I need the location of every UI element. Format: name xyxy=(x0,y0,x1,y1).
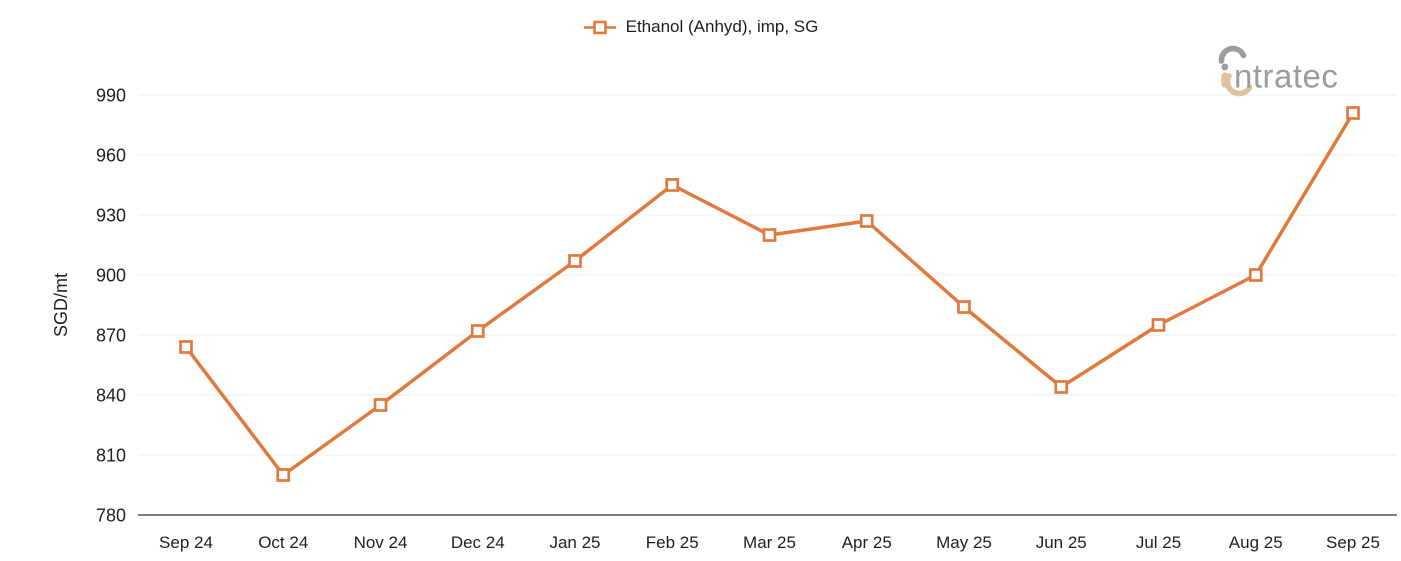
y-tick-label: 930 xyxy=(96,205,126,225)
x-tick-label: May 25 xyxy=(936,533,992,552)
intratec-logo: ntratec xyxy=(1218,45,1338,97)
data-point-marker[interactable] xyxy=(276,468,291,482)
logo-top-arc xyxy=(1218,45,1247,64)
x-tick-label: Jul 25 xyxy=(1136,533,1181,552)
y-tick-label: 840 xyxy=(96,385,126,405)
x-tick-label: Aug 25 xyxy=(1229,533,1283,552)
data-point-marker[interactable] xyxy=(1346,106,1360,120)
y-tick-label: 780 xyxy=(96,505,126,525)
logo-i-dot xyxy=(1221,63,1229,71)
legend: Ethanol (Anhyd), imp, SG xyxy=(0,17,1401,37)
data-point-marker[interactable] xyxy=(179,340,193,354)
data-point-marker[interactable] xyxy=(1151,318,1166,332)
data-point-marker[interactable] xyxy=(859,214,874,228)
x-tick-label: Jan 25 xyxy=(549,533,600,552)
data-point-marker[interactable] xyxy=(470,324,485,338)
data-point-marker[interactable] xyxy=(762,228,777,242)
x-tick-label: Oct 24 xyxy=(258,533,308,552)
logo-i-stem xyxy=(1221,72,1229,88)
data-point-marker[interactable] xyxy=(665,178,680,192)
x-tick-label: Mar 25 xyxy=(743,533,796,552)
x-tick-label: Sep 25 xyxy=(1326,533,1380,552)
data-point-marker[interactable] xyxy=(1054,380,1069,394)
x-tick-label: Feb 25 xyxy=(646,533,699,552)
data-point-marker[interactable] xyxy=(957,300,971,314)
x-tick-label: Nov 24 xyxy=(354,533,408,552)
data-point-marker[interactable] xyxy=(1248,268,1263,282)
y-tick-label: 810 xyxy=(96,445,126,465)
y-tick-label: 900 xyxy=(96,265,126,285)
price-line xyxy=(184,111,1355,477)
legend-marker-icon xyxy=(583,20,616,34)
legend-item-ethanol[interactable]: Ethanol (Anhyd), imp, SG xyxy=(583,17,819,37)
x-tick-label: Dec 24 xyxy=(451,533,505,552)
y-tick-label: 990 xyxy=(96,85,126,105)
y-tick-label: 960 xyxy=(96,145,126,165)
y-axis-title: SGD/mt xyxy=(51,273,71,337)
x-tick-label: Jun 25 xyxy=(1036,533,1087,552)
y-tick-label: 870 xyxy=(96,325,126,345)
logo-text: ntratec xyxy=(1234,58,1338,95)
data-point-marker[interactable] xyxy=(568,254,582,268)
x-tick-label: Sep 24 xyxy=(159,533,213,552)
legend-label: Ethanol (Anhyd), imp, SG xyxy=(625,17,819,36)
x-tick-label: Apr 25 xyxy=(842,533,892,552)
data-point-marker[interactable] xyxy=(373,398,388,412)
